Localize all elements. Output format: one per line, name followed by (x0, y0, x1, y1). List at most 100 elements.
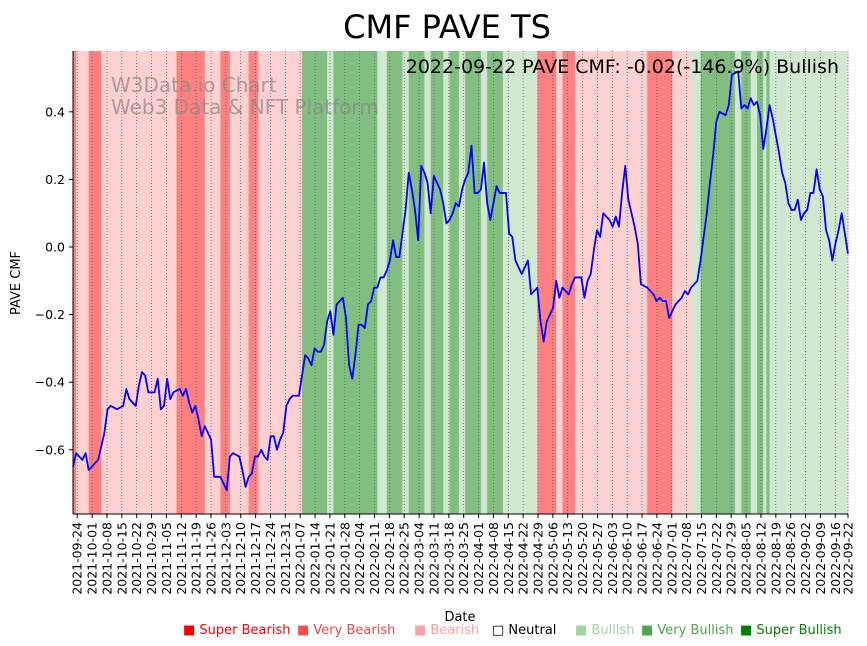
sentiment-band-5 (204, 51, 221, 514)
sentiment-band-19 (443, 51, 450, 514)
sentiment-band-2 (88, 51, 102, 514)
sentiment-band-14 (386, 51, 403, 514)
legend-label: Very Bearish (313, 623, 395, 638)
x-tick-label: 2022-03-18 (441, 522, 456, 595)
legend-item-super-bullish: ■ Super Bullish (740, 623, 842, 638)
sentiment-band-6 (220, 51, 231, 514)
x-tick-label: 2022-01-21 (322, 522, 337, 595)
x-ticks: 2021-09-24 2021-10-01 2021-10-08 2021-10-15… (70, 514, 856, 595)
x-tick-label: 2022-02-25 (397, 522, 412, 595)
x-tick-label: 2022-08-12 (753, 522, 768, 595)
y-tick-label: −0.6 (35, 442, 65, 457)
y-tick-label: −0.4 (35, 375, 65, 390)
sentiment-bands (73, 51, 849, 514)
sentiment-band-38 (757, 51, 764, 514)
x-tick-label: 2022-04-08 (486, 522, 501, 595)
x-tick-label: 2021-12-31 (278, 522, 293, 595)
sentiment-band-17 (424, 51, 432, 514)
x-tick-label: 2022-07-22 (709, 522, 724, 595)
x-tick-label: 2021-12-17 (248, 522, 263, 595)
x-tick-label: 2022-02-04 (352, 522, 367, 595)
sentiment-band-21 (458, 51, 466, 514)
x-tick-label: 2022-07-08 (679, 522, 694, 595)
legend-marker: ■ (297, 623, 313, 638)
y-axis-label: PAVE CMF (9, 251, 24, 315)
x-tick-label: 2022-04-15 (501, 522, 516, 595)
x-tick-label: 2022-07-15 (694, 522, 709, 595)
sentiment-band-25 (502, 51, 510, 514)
x-tick-label: 2022-09-22 (841, 522, 856, 595)
x-tick-label: 2022-06-03 (605, 522, 620, 595)
x-tick-label: 2021-12-24 (263, 522, 278, 595)
sentiment-band-16 (408, 51, 425, 514)
sentiment-band-8 (248, 51, 259, 514)
legend-item-very-bullish: ■ Very Bullish (641, 623, 733, 638)
watermark-line-2: Web3 Data & NFT Platform (111, 95, 379, 119)
sentiment-band-40 (766, 51, 770, 514)
sentiment-band-12 (333, 51, 378, 514)
legend-label: Bullish (591, 623, 634, 638)
y-tick-label: 0.2 (45, 172, 65, 187)
x-tick-label: 2021-10-01 (85, 522, 100, 595)
sentiment-band-18 (430, 51, 444, 514)
x-tick-label: 2022-06-17 (635, 522, 650, 595)
x-tick-label: 2021-11-05 (159, 522, 174, 595)
sentiment-band-9 (258, 51, 303, 514)
x-tick-label: 2022-04-29 (531, 522, 546, 595)
x-tick-label: 2021-11-26 (204, 522, 219, 595)
x-tick-label: 2022-04-22 (516, 522, 531, 595)
x-tick-label: 2021-11-19 (189, 522, 204, 595)
sentiment-band-31 (647, 51, 673, 514)
x-tick-label: 2022-02-18 (382, 522, 397, 595)
legend-label: Neutral (508, 623, 556, 638)
sentiment-band-0 (73, 51, 77, 514)
x-tick-label: 2022-01-07 (293, 522, 308, 595)
sentiment-band-1 (76, 51, 90, 514)
sentiment-band-27 (537, 51, 557, 514)
x-tick-label: 2022-08-26 (783, 522, 798, 595)
x-tick-label: 2022-05-27 (590, 522, 605, 595)
x-tick-label: 2022-07-01 (664, 522, 679, 595)
x-tick-label: 2021-10-22 (129, 522, 144, 595)
legend: ■ Super Bearish ■ Very Bearish ■ Bearish □ … (183, 623, 842, 638)
chart-title: CMF PAVE TS (343, 8, 551, 46)
x-tick-label: 2022-08-05 (739, 522, 754, 595)
x-tick-label: 2021-10-08 (99, 522, 114, 595)
sentiment-band-29 (562, 51, 576, 514)
cmf-series-line (72, 70, 849, 492)
sentiment-band-24 (487, 51, 504, 514)
legend-label: Super Bullish (756, 623, 841, 638)
sentiment-band-3 (101, 51, 177, 514)
x-tick-label: 2022-09-09 (813, 522, 828, 595)
x-tick-label: 2021-09-24 (70, 522, 85, 595)
legend-marker: □ (492, 623, 508, 638)
x-tick-label: 2022-04-01 (471, 522, 486, 595)
axes (72, 51, 848, 515)
x-tick-label: 2022-07-29 (724, 522, 739, 595)
sentiment-band-32 (672, 51, 692, 514)
legend-marker: ■ (740, 623, 756, 638)
sentiment-band-23 (480, 51, 488, 514)
legend-item-very-bearish: ■ Very Bearish (297, 623, 395, 638)
sentiment-band-41 (769, 51, 849, 514)
x-tick-label: 2021-12-10 (233, 522, 248, 595)
x-axis-label: Date (444, 610, 475, 625)
x-tick-label: 2021-10-29 (144, 522, 159, 595)
sentiment-band-28 (556, 51, 563, 514)
sentiment-band-30 (575, 51, 648, 514)
x-tick-label: 2022-05-20 (575, 522, 590, 595)
watermark-line-1: W3Data.io Chart (111, 73, 277, 97)
legend-marker: ■ (183, 623, 199, 638)
legend-label: Super Bearish (199, 623, 290, 638)
x-tick-label: 2022-09-16 (828, 522, 843, 595)
x-tick-label: 2022-03-25 (456, 522, 471, 595)
legend-item-neutral: □ Neutral (492, 623, 556, 638)
sentiment-band-11 (327, 51, 334, 514)
legend-marker: ■ (575, 623, 591, 638)
x-tick-label: 2022-08-19 (768, 522, 783, 595)
x-tick-label: 2021-11-12 (174, 522, 189, 595)
sentiment-band-13 (377, 51, 388, 514)
watermark: W3Data.io Chart Web3 Data & NFT Platform (111, 73, 379, 119)
legend-marker: ■ (414, 623, 430, 638)
